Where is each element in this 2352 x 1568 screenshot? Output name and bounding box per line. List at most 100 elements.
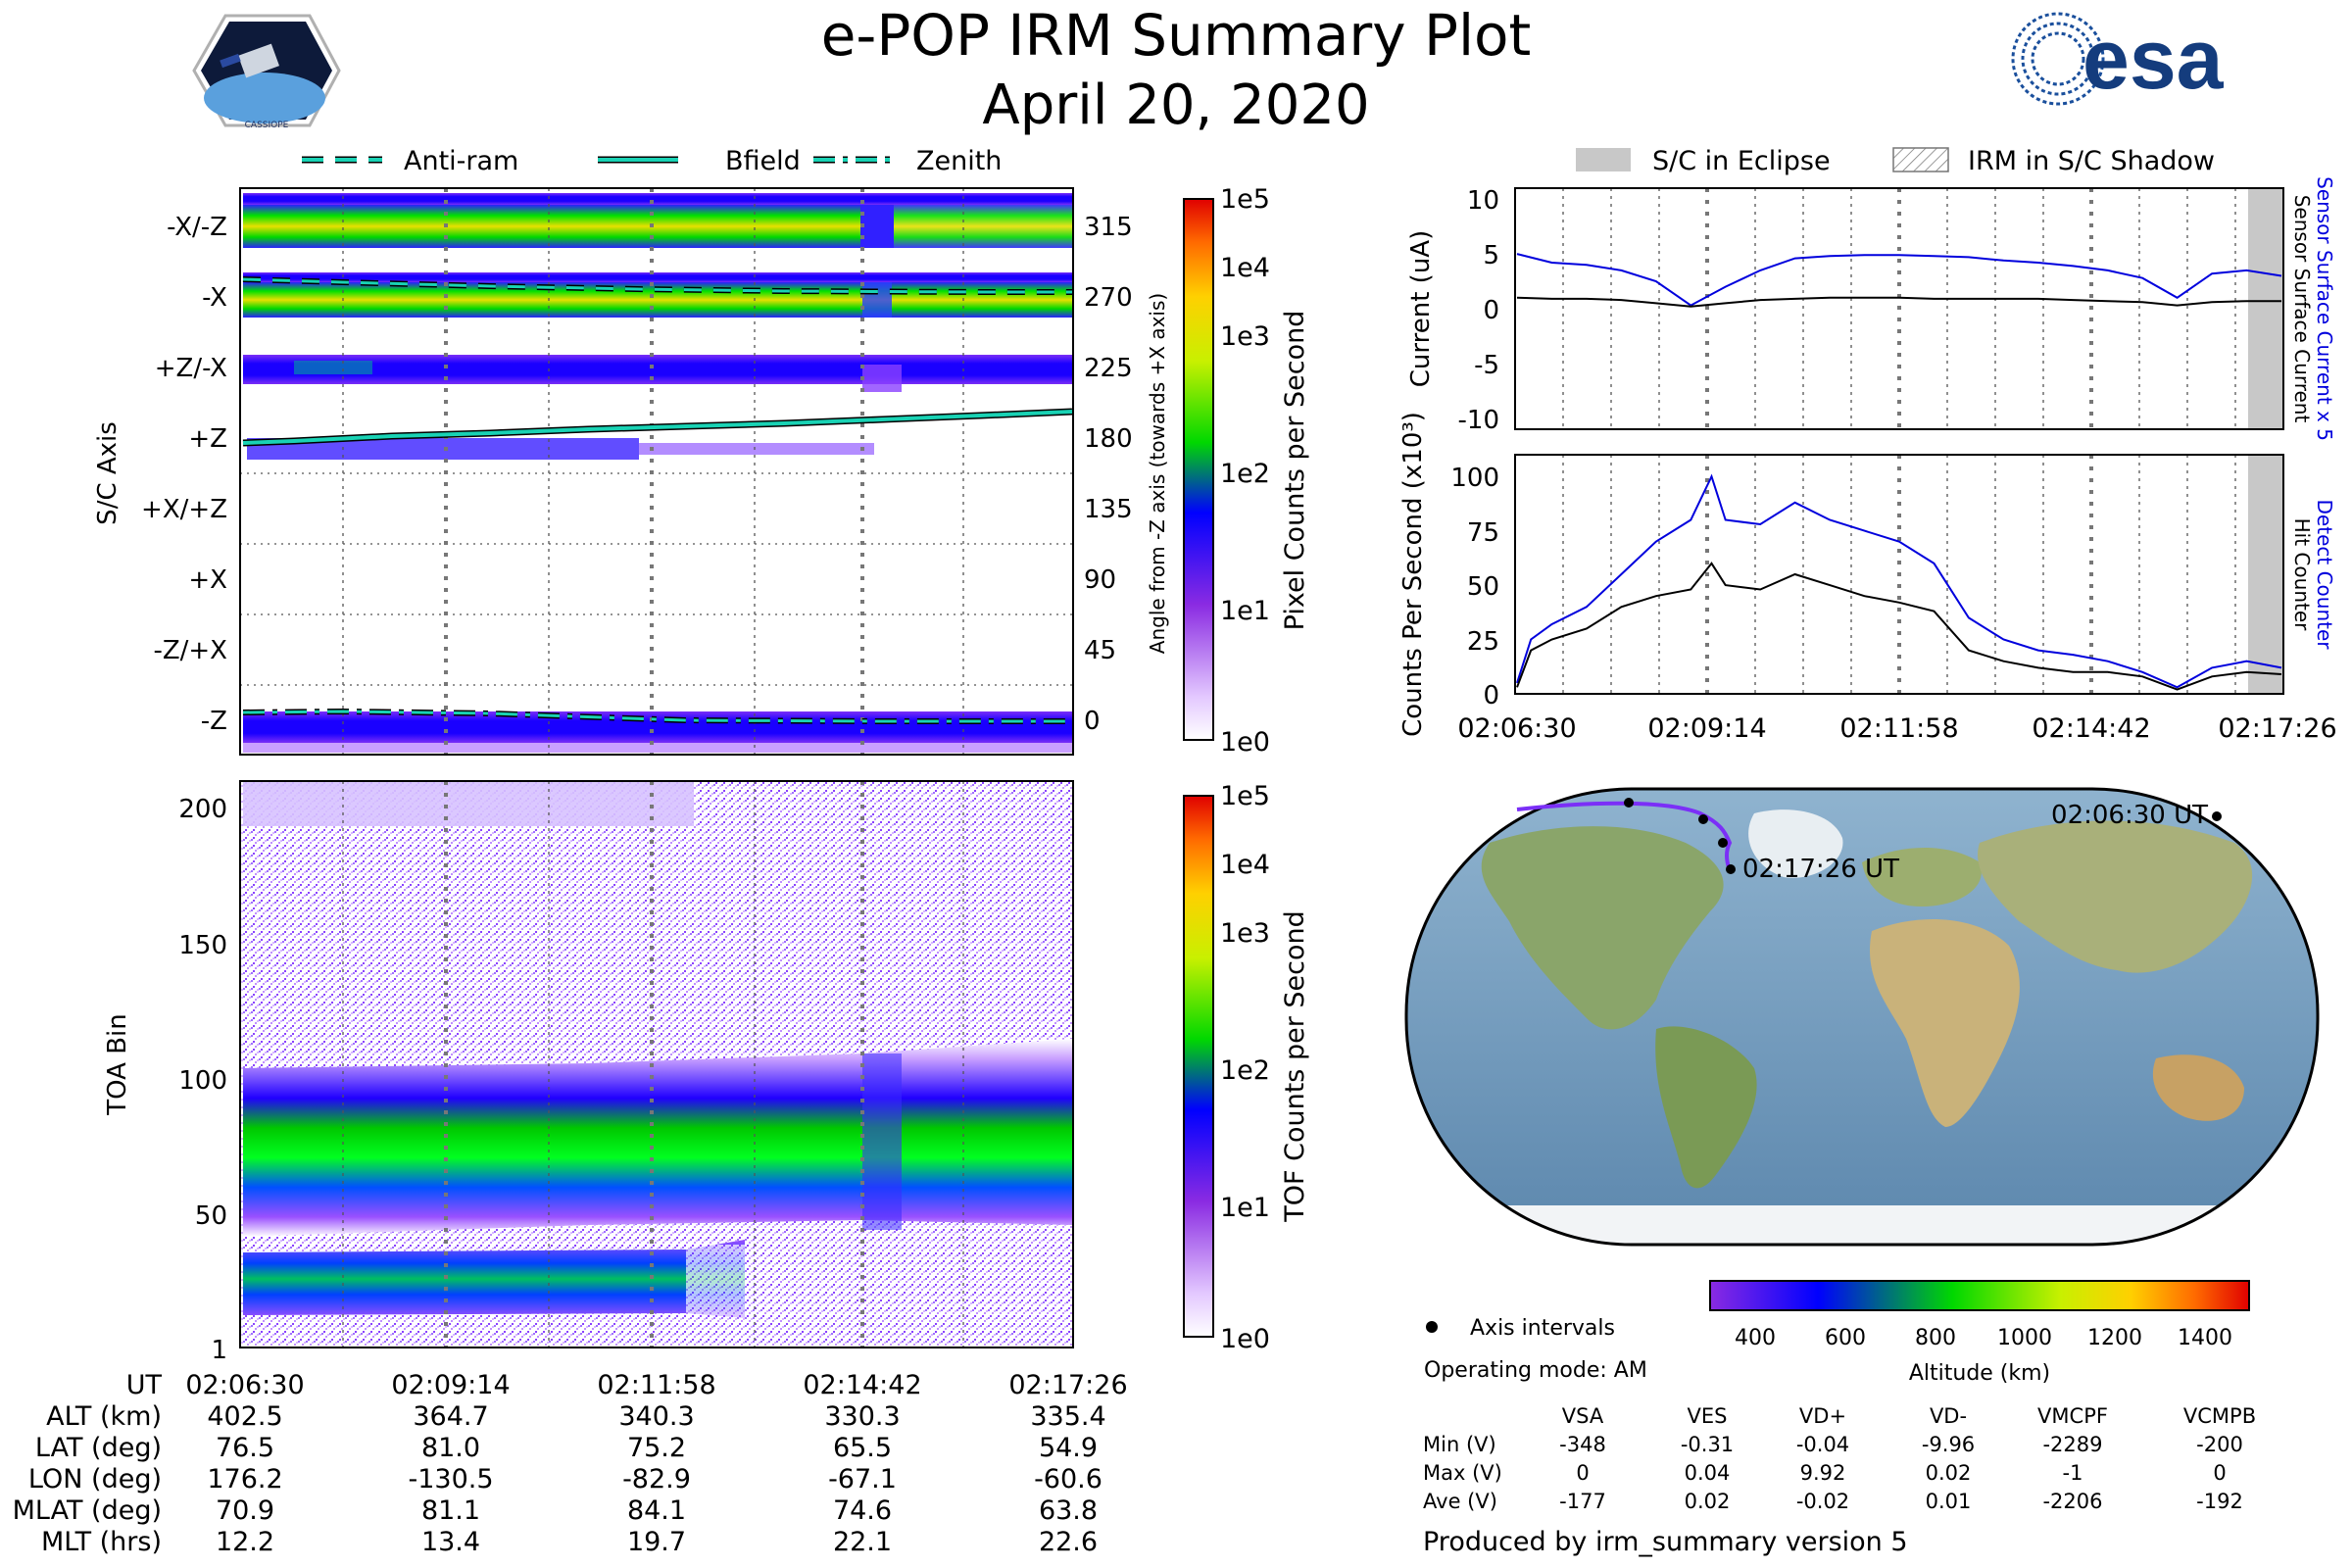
angle-tick: 0 — [1084, 707, 1101, 736]
sc-axis-label: -Z/+X — [153, 636, 227, 665]
current-panel: 10 5 0 -5 -10 Current (uA) Sensor Surfac… — [1406, 176, 2336, 441]
counts-tick: 25 — [1467, 627, 1499, 657]
eph-value: 19.7 — [627, 1527, 686, 1557]
counts-tick: 50 — [1467, 572, 1499, 602]
axis-interval-marker — [1718, 838, 1728, 848]
voltage-row-label: Min (V) — [1423, 1433, 1496, 1456]
axis-interval-marker — [1698, 814, 1708, 824]
altitude-tick: 600 — [1825, 1326, 1866, 1350]
voltage-value: -348 — [1559, 1433, 1606, 1456]
map-end-label: 02:17:26 UT — [1742, 855, 1899, 884]
sc-axis-panel: -X/-Z -X +Z/-X +Z +X/+Z +X -Z/+X -Z 315 … — [93, 187, 1169, 756]
tof-colorbar-title: TOF Counts per Second — [1280, 910, 1310, 1223]
eph-value: -82.9 — [622, 1464, 691, 1494]
counts-tick: 100 — [1450, 464, 1499, 493]
voltage-value: -9.96 — [1922, 1433, 1975, 1456]
band-xz — [243, 193, 1072, 205]
series-line-sensor-surface-current-x-5 — [1516, 253, 2282, 307]
sc-axis-title: S/C Axis — [93, 421, 122, 525]
counts-axis-title: Counts Per Second (x10³) — [1398, 412, 1428, 737]
current-tick: 5 — [1483, 241, 1499, 270]
band-x — [243, 272, 1072, 282]
voltage-value: 9.92 — [1800, 1461, 1846, 1485]
voltage-value: 0.02 — [1926, 1461, 1972, 1485]
voltage-value: 0.02 — [1685, 1490, 1731, 1513]
legend-antiram: Anti-ram — [404, 146, 518, 176]
eph-value: -130.5 — [408, 1464, 493, 1494]
continent-greenland — [1748, 809, 1843, 878]
time-tick: 02:11:58 — [1839, 713, 1958, 744]
sc-axis-label: -Z — [201, 707, 227, 736]
voltage-value: -177 — [1559, 1490, 1606, 1513]
voltage-header: VD+ — [1799, 1404, 1846, 1428]
axis-interval-marker — [2212, 811, 2222, 821]
voltage-value: -200 — [2196, 1433, 2243, 1456]
band-zx — [243, 355, 1072, 384]
voltage-value: 0.01 — [1926, 1490, 1972, 1513]
voltage-value: -192 — [2196, 1490, 2243, 1513]
counts-right-label: Hit Counter — [2290, 518, 2314, 631]
counts-series — [1516, 473, 2282, 691]
eph-value: 22.6 — [1039, 1527, 1098, 1557]
axis-interval-marker — [1726, 864, 1736, 874]
mission-logo: CASSIOPE — [192, 14, 341, 130]
voltage-value: -0.02 — [1796, 1490, 1849, 1513]
band-minus-z — [243, 711, 1072, 743]
eph-value: 364.7 — [413, 1401, 488, 1432]
band-z — [247, 438, 639, 460]
map-start-label: 02:06:30 UT — [2051, 801, 2208, 830]
sc-axis-label: +Z/-X — [155, 354, 227, 383]
current-series — [1516, 253, 2282, 308]
ut-tick: 02:14:42 — [803, 1370, 921, 1400]
eph-value: 81.1 — [421, 1495, 480, 1526]
sc-axis-label: +Z — [188, 424, 227, 454]
eph-value: 54.9 — [1039, 1433, 1098, 1463]
voltage-value: -0.31 — [1681, 1433, 1734, 1456]
angle-tick: 315 — [1084, 213, 1133, 242]
legend-zenith: Zenith — [916, 146, 1002, 176]
eph-value: -60.6 — [1034, 1464, 1102, 1494]
eph-row-label: MLT (hrs) — [41, 1527, 162, 1557]
angle-tick: 270 — [1084, 283, 1133, 313]
colorbar-tick: 1e1 — [1220, 596, 1270, 626]
eph-row-label: LON (deg) — [28, 1464, 162, 1494]
continent-africa — [1870, 919, 2020, 1127]
current-tick: 10 — [1467, 186, 1499, 216]
voltage-value: 0.04 — [1685, 1461, 1731, 1485]
toa-tick: 1 — [211, 1336, 227, 1365]
ephemeris-table: UT 02:06:30 02:09:14 02:11:58 02:14:42 0… — [13, 1370, 1128, 1557]
eph-value: -67.1 — [828, 1464, 897, 1494]
series-line-detect-counter — [1516, 473, 2282, 689]
ut-label: UT — [126, 1370, 163, 1400]
voltage-header: VD- — [1930, 1404, 1967, 1428]
altitude-tick: 1400 — [2178, 1326, 2232, 1350]
colorbar-tick: 1e4 — [1220, 253, 1270, 283]
eph-value: 63.8 — [1039, 1495, 1098, 1526]
map-legend: Axis intervals Operating mode: AM — [1424, 1316, 1647, 1383]
toa-main-band — [243, 1039, 1072, 1237]
ut-tick: 02:06:30 — [185, 1370, 304, 1400]
angle-tick: 45 — [1084, 636, 1116, 665]
colorbar-tick: 1e3 — [1220, 321, 1270, 352]
toa-panel: 200 150 100 50 1 TOA Bin — [103, 780, 1074, 1365]
voltage-value: 0 — [2213, 1461, 2226, 1485]
eph-value: 81.0 — [421, 1433, 480, 1463]
angle-tick: 135 — [1084, 495, 1133, 524]
eph-value: 340.3 — [618, 1401, 694, 1432]
eph-row-label: ALT (km) — [46, 1401, 162, 1432]
eph-value: 76.5 — [216, 1433, 274, 1463]
toa-axis-title: TOA Bin — [103, 1013, 132, 1115]
pixel-colorbar-title: Pixel Counts per Second — [1280, 311, 1310, 631]
toa-tick: 50 — [195, 1201, 227, 1231]
time-tick: 02:17:26 — [2218, 713, 2336, 744]
legend-right: S/C in Eclipse IRM in S/C Shadow — [1576, 146, 2215, 176]
eph-value: 74.6 — [833, 1495, 892, 1526]
altitude-tick: 400 — [1735, 1326, 1776, 1350]
angle-axis-title: Angle from -Z axis (towards +X axis) — [1146, 293, 1169, 654]
eph-value: 84.1 — [627, 1495, 686, 1526]
colorbar-tick: 1e5 — [1220, 781, 1270, 811]
operating-mode: Operating mode: AM — [1424, 1358, 1647, 1383]
angle-tick: 90 — [1084, 565, 1116, 595]
eph-value: 335.4 — [1030, 1401, 1105, 1432]
eph-value: 12.2 — [216, 1527, 274, 1557]
